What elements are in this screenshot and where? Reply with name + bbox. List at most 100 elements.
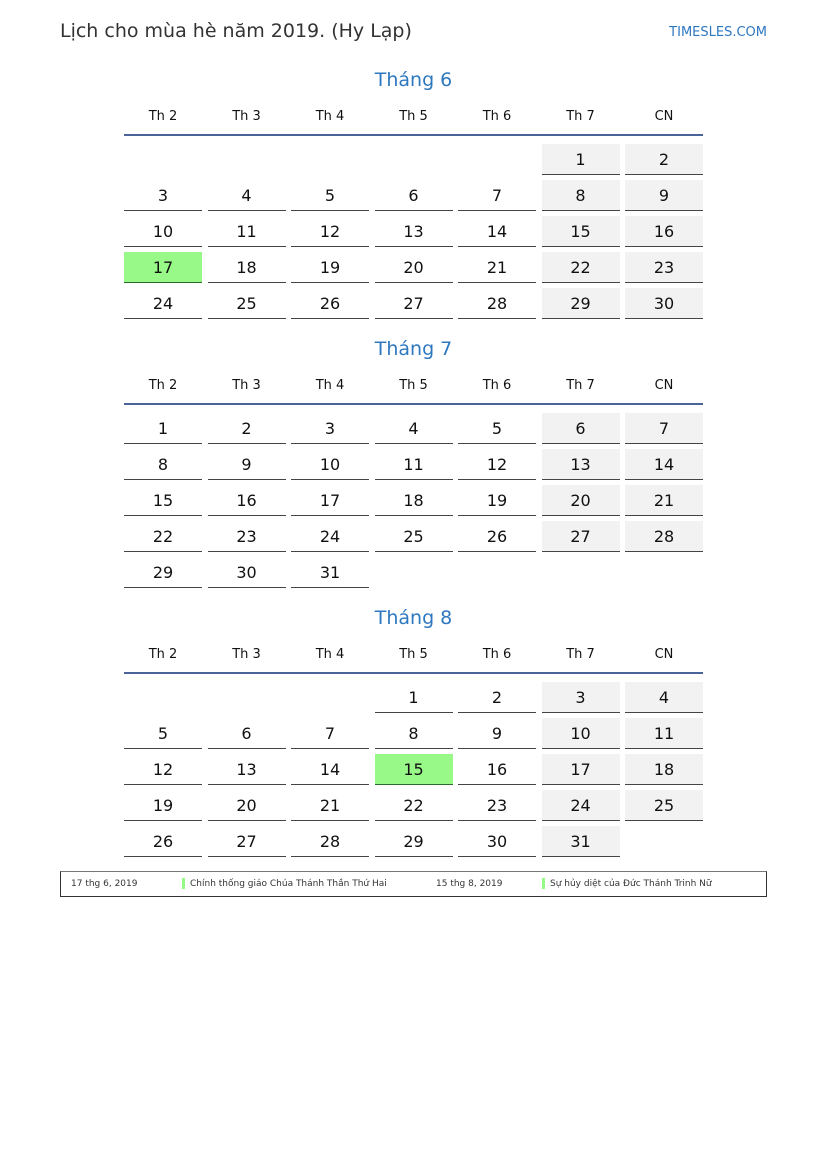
- day-cell[interactable]: 25: [374, 521, 453, 552]
- day-cell[interactable]: 7: [458, 180, 536, 211]
- day-cell[interactable]: 3: [124, 180, 202, 211]
- day-cell[interactable]: 18: [625, 754, 703, 785]
- day-cell[interactable]: 16: [625, 216, 703, 247]
- day-cell[interactable]: 31: [541, 826, 620, 857]
- day-cell[interactable]: 30: [625, 288, 703, 319]
- site-link[interactable]: TIMESLES.COM: [669, 25, 767, 40]
- day-cell[interactable]: 19: [291, 252, 369, 283]
- day-cell[interactable]: 24: [541, 790, 620, 821]
- day-cell[interactable]: 10: [291, 449, 369, 480]
- day-cell[interactable]: 28: [291, 826, 369, 857]
- day-cell[interactable]: 8: [374, 718, 453, 749]
- day-cell[interactable]: 14: [458, 216, 536, 247]
- day-cell[interactable]: 16: [207, 485, 286, 516]
- day-cell[interactable]: 15: [124, 485, 202, 516]
- day-cell[interactable]: 26: [458, 521, 536, 552]
- day-cell[interactable]: 30: [207, 557, 286, 588]
- day-cell[interactable]: 9: [458, 718, 536, 749]
- day-cell[interactable]: 14: [291, 754, 369, 785]
- day-cell[interactable]: 22: [541, 252, 620, 283]
- day-cell[interactable]: 20: [541, 485, 620, 516]
- day-cell[interactable]: 22: [374, 790, 453, 821]
- day-cell[interactable]: 12: [124, 754, 202, 785]
- day-cell[interactable]: 18: [374, 485, 453, 516]
- weekday-label: Th 4: [315, 647, 345, 662]
- day-cell[interactable]: 19: [124, 790, 202, 821]
- day-cell[interactable]: 25: [207, 288, 286, 319]
- day-cell[interactable]: 31: [291, 557, 369, 588]
- day-cell[interactable]: 22: [124, 521, 202, 552]
- day-cell[interactable]: 10: [541, 718, 620, 749]
- day-cell[interactable]: 6: [374, 180, 453, 211]
- day-cell[interactable]: 21: [291, 790, 369, 821]
- day-cell[interactable]: 8: [124, 449, 202, 480]
- day-cell[interactable]: 26: [291, 288, 369, 319]
- day-cell[interactable]: 24: [291, 521, 369, 552]
- day-cell[interactable]: 16: [458, 754, 536, 785]
- day-cell[interactable]: 4: [625, 682, 703, 713]
- day-cell[interactable]: 17: [291, 485, 369, 516]
- day-cell[interactable]: 28: [625, 521, 703, 552]
- day-cell[interactable]: 4: [207, 180, 286, 211]
- day-cell[interactable]: 19: [458, 485, 536, 516]
- day-cell[interactable]: 13: [541, 449, 620, 480]
- day-cell[interactable]: 29: [124, 557, 202, 588]
- day-cell[interactable]: 2: [207, 413, 286, 444]
- day-cell[interactable]: 15: [541, 216, 620, 247]
- day-cell[interactable]: 5: [458, 413, 536, 444]
- day-cell[interactable]: 17: [124, 252, 202, 283]
- day-cell[interactable]: 2: [625, 144, 703, 175]
- day-cell[interactable]: 20: [207, 790, 286, 821]
- day-cell[interactable]: 3: [291, 413, 369, 444]
- day-cell[interactable]: 27: [541, 521, 620, 552]
- weekday-label: CN: [654, 109, 674, 124]
- day-cell[interactable]: 30: [458, 826, 536, 857]
- day-cell[interactable]: 18: [207, 252, 286, 283]
- day-cell[interactable]: 2: [458, 682, 536, 713]
- month-title: Tháng 7: [374, 338, 453, 360]
- day-cell[interactable]: 5: [291, 180, 369, 211]
- day-cell[interactable]: 23: [625, 252, 703, 283]
- day-cell[interactable]: 5: [124, 718, 202, 749]
- day-cell[interactable]: 29: [541, 288, 620, 319]
- day-cell[interactable]: 27: [207, 826, 286, 857]
- day-cell[interactable]: 25: [625, 790, 703, 821]
- day-cell[interactable]: 4: [374, 413, 453, 444]
- day-cell[interactable]: 11: [625, 718, 703, 749]
- day-cell[interactable]: 17: [541, 754, 620, 785]
- day-cell[interactable]: 29: [374, 826, 453, 857]
- day-cell[interactable]: 6: [207, 718, 286, 749]
- day-cell[interactable]: 1: [124, 413, 202, 444]
- day-cell[interactable]: 3: [541, 682, 620, 713]
- day-cell[interactable]: 13: [207, 754, 286, 785]
- day-cell[interactable]: 21: [458, 252, 536, 283]
- day-cell[interactable]: 24: [124, 288, 202, 319]
- day-cell[interactable]: 9: [625, 180, 703, 211]
- day-cell[interactable]: 21: [625, 485, 703, 516]
- day-cell[interactable]: 26: [124, 826, 202, 857]
- day-cell[interactable]: 11: [207, 216, 286, 247]
- day-cell[interactable]: 13: [374, 216, 453, 247]
- day-cell[interactable]: 7: [625, 413, 703, 444]
- weekday-header: Th 2 Th 3 Th 4 Th 5 Th 6 Th 7 CN: [124, 109, 703, 125]
- legend-color-marker: [182, 878, 185, 889]
- weekday-label: CN: [654, 647, 674, 662]
- day-cell[interactable]: 7: [291, 718, 369, 749]
- day-cell[interactable]: 1: [374, 682, 453, 713]
- day-cell[interactable]: 14: [625, 449, 703, 480]
- day-cell[interactable]: 23: [207, 521, 286, 552]
- day-cell[interactable]: 11: [374, 449, 453, 480]
- day-cell[interactable]: 20: [374, 252, 453, 283]
- day-cell[interactable]: 6: [541, 413, 620, 444]
- day-cell[interactable]: 23: [458, 790, 536, 821]
- day-cell[interactable]: 1: [541, 144, 620, 175]
- day-cell[interactable]: 12: [291, 216, 369, 247]
- day-cell[interactable]: 28: [458, 288, 536, 319]
- day-cell[interactable]: 8: [541, 180, 620, 211]
- day-cell[interactable]: 27: [374, 288, 453, 319]
- day-cell[interactable]: 15: [374, 754, 453, 785]
- day-cell[interactable]: 10: [124, 216, 202, 247]
- day-cell[interactable]: 9: [207, 449, 286, 480]
- day-cell[interactable]: 12: [458, 449, 536, 480]
